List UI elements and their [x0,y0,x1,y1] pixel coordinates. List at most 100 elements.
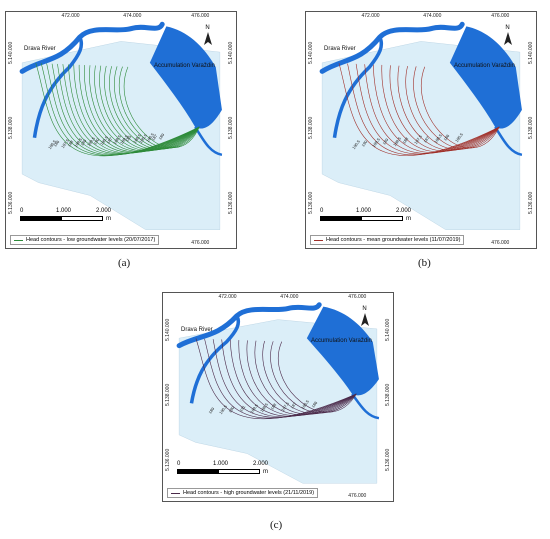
drava-river [319,21,465,74]
contour-line [84,65,200,152]
grid-tick-top: 476.000 [348,294,367,300]
scale-label: 0 [20,208,24,214]
contour-line [421,66,500,149]
scale-bar: 0 1.000 2.000 m [320,208,420,226]
grid-tick-left: 5.140.000 [8,41,14,65]
scale-label: 1.000 [213,461,229,467]
contour-line [35,62,200,157]
grid-tick-right: 5.138.000 [228,116,234,139]
scale-bar: 0 1.000 2.000 m [20,208,120,226]
legend-text: Head contours - mean groundwater levels … [326,237,461,243]
grid-tick-top: 472.000 [61,13,80,19]
grid-tick-bottom: 476.000 [491,240,510,246]
lake-label: Accumulation Varaždin [453,62,515,69]
north-arrow-icon: N [203,25,213,48]
grid-tick-top: 476.000 [491,13,510,19]
contour-line [221,339,357,417]
contour-line [229,339,357,417]
contour-line [73,64,200,153]
grid-tick-top: 474.000 [280,294,299,300]
north-arrow-icon: N [360,306,370,329]
grid-tick-left: 5.138.000 [8,116,14,139]
scale-label: 2.000 [96,208,112,214]
grid-tick-right: 5.140.000 [528,41,534,65]
north-label: N [205,25,210,31]
contour-line [355,63,500,155]
caption-c: (c) [270,519,283,531]
legend: Head contours - mean groundwater levels … [310,235,465,245]
map-panel-a: 186,5 186 187,5 188 188,5 189 189,5 190 190,5 187… [5,11,237,249]
contour-line [212,339,357,418]
legend-text: Head contours - high groundwater levels … [183,490,315,496]
contour-line [78,64,200,153]
scale-unit: m [406,216,411,222]
north-label: N [362,306,367,312]
contour-line [338,63,500,156]
contour-line [364,64,500,154]
grid-tick-top: 476.000 [191,13,210,19]
grid-tick-left: 5.136.000 [165,448,171,472]
contour-line [397,65,500,151]
caption-a: (a) [118,257,131,269]
map-canvas [19,21,223,230]
drava-river [19,21,165,74]
contour-line [62,64,200,154]
legend-swatch [314,239,323,241]
scale-label: 0 [177,461,181,467]
contour-line [413,66,500,150]
grid-tick-left: 5.140.000 [308,41,314,65]
river-label: Drava River [181,327,213,333]
contour-line [254,340,357,415]
accumulation-lake [149,26,222,129]
contour-line [238,340,357,416]
scale-unit: m [106,216,111,222]
legend: Head contours - low groundwater levels (… [10,235,160,245]
river-label: Drava River [24,46,56,52]
contour-line [123,66,200,148]
grid-tick-left: 5.138.000 [165,383,171,406]
contour-line [372,64,500,153]
grid-tick-right: 5.138.000 [385,383,391,406]
north-arrow-icon: N [503,25,513,48]
grid-tick-right: 5.140.000 [385,318,391,341]
scale-label: 1.000 [56,208,72,214]
grid-tick-top: 472.000 [218,294,237,300]
grid-tick-left: 5.136.000 [308,191,314,214]
grid-tick-right: 5.136.000 [528,191,534,214]
map-panel-c: 189 190,5 190 191 189,5 188,5 188 187,5 187 186,5… [162,292,394,502]
legend-text: Head contours - low groundwater levels (… [26,237,156,243]
contour-line [405,65,500,150]
drava-river-channel [332,36,384,138]
grid-tick-bottom: 476.000 [191,240,210,246]
north-label: N [505,25,510,31]
scale-label: 2.000 [253,461,269,467]
scale-bar: 0 1.000 2.000 m [177,461,277,479]
contour-line [118,66,200,149]
accumulation-lake [306,306,379,396]
scale-label: 2.000 [396,208,412,214]
contour-line [89,65,200,152]
caption-b: (b) [418,257,431,269]
map-canvas [176,302,380,484]
contour-line [109,66,200,150]
grid-tick-left: 5.138.000 [308,116,314,139]
drava-river-channel [32,36,84,138]
contour-line [262,340,357,414]
accumulation-lake [449,26,522,129]
drava-river-channel [189,315,241,404]
contour-line [246,340,357,416]
lake-label: Accumulation Varaždin [310,338,372,345]
grid-tick-left: 5.140.000 [165,318,171,341]
scale-label: 1.000 [356,208,372,214]
contour-line [94,65,200,151]
grid-tick-top: 474.000 [423,13,442,19]
drava-river [176,302,322,349]
contour-line [104,65,200,150]
legend-swatch [14,239,23,241]
legend: Head contours - high groundwater levels … [167,488,319,498]
contour-line [99,65,200,151]
contour-line [114,66,200,149]
contour-line [51,63,200,155]
grid-tick-right: 5.136.000 [385,448,391,472]
river-label: Drava River [324,46,356,52]
